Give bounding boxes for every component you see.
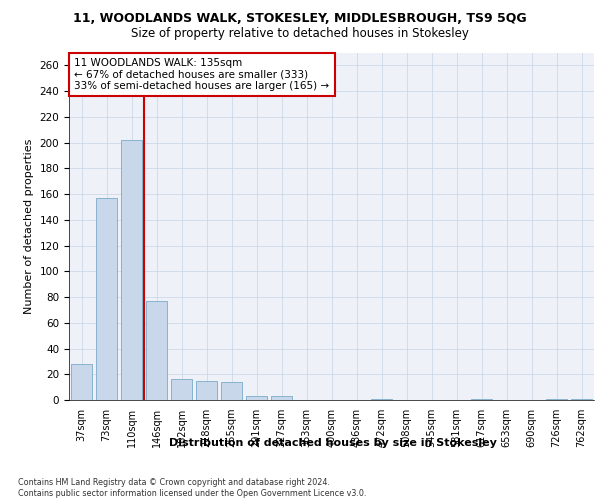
Y-axis label: Number of detached properties: Number of detached properties bbox=[24, 138, 34, 314]
Text: Contains HM Land Registry data © Crown copyright and database right 2024.
Contai: Contains HM Land Registry data © Crown c… bbox=[18, 478, 367, 498]
Text: Distribution of detached houses by size in Stokesley: Distribution of detached houses by size … bbox=[169, 438, 497, 448]
Bar bbox=[246, 396, 267, 400]
Bar bbox=[146, 301, 167, 400]
Text: 11, WOODLANDS WALK, STOKESLEY, MIDDLESBROUGH, TS9 5QG: 11, WOODLANDS WALK, STOKESLEY, MIDDLESBR… bbox=[73, 12, 527, 26]
Bar bbox=[171, 380, 192, 400]
Bar bbox=[546, 398, 567, 400]
Bar bbox=[96, 198, 117, 400]
Bar bbox=[471, 398, 492, 400]
Text: Size of property relative to detached houses in Stokesley: Size of property relative to detached ho… bbox=[131, 28, 469, 40]
Text: 11 WOODLANDS WALK: 135sqm
← 67% of detached houses are smaller (333)
33% of semi: 11 WOODLANDS WALK: 135sqm ← 67% of detac… bbox=[74, 58, 329, 91]
Bar bbox=[196, 380, 217, 400]
Bar bbox=[71, 364, 92, 400]
Bar bbox=[271, 396, 292, 400]
Bar bbox=[371, 398, 392, 400]
Bar bbox=[121, 140, 142, 400]
Bar bbox=[221, 382, 242, 400]
Bar bbox=[571, 398, 592, 400]
